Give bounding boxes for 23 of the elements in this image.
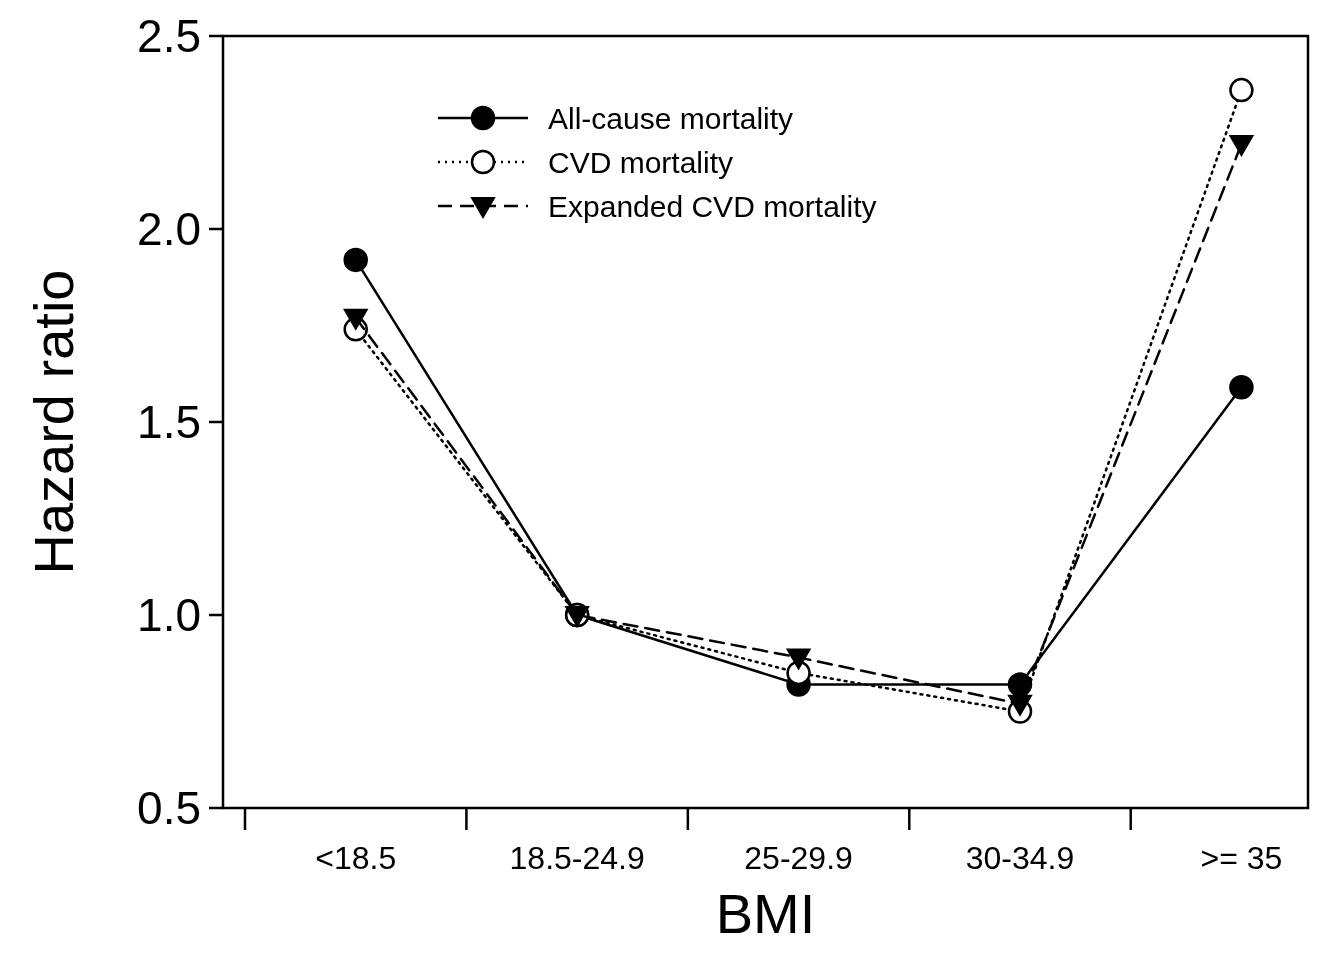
y-axis-title: Hazard ratio bbox=[21, 269, 85, 575]
point bbox=[786, 648, 811, 670]
x-axis-title: BMI bbox=[715, 881, 816, 945]
legend-label: All-cause mortality bbox=[548, 101, 794, 135]
x-tick-label: <18.5 bbox=[315, 840, 397, 876]
x-tick-label: 25-29.9 bbox=[744, 840, 853, 876]
y-tick-label: 0.5 bbox=[137, 782, 201, 834]
point bbox=[1008, 694, 1032, 716]
x-tick-label: 18.5-24.9 bbox=[509, 840, 645, 876]
y-tick-label: 2.5 bbox=[137, 10, 201, 62]
point bbox=[1229, 135, 1254, 157]
y-tick-label: 1.5 bbox=[137, 396, 201, 448]
x-tick-label: >= 35 bbox=[1200, 840, 1283, 876]
legend-label: Expanded CVD mortality bbox=[548, 189, 877, 223]
x-tick-label: 30-34.9 bbox=[965, 840, 1075, 876]
point bbox=[786, 660, 811, 686]
legend-label: CVD mortality bbox=[548, 145, 734, 179]
point bbox=[343, 247, 368, 273]
point bbox=[343, 308, 368, 330]
point bbox=[1229, 77, 1254, 103]
y-tick-label: 1.0 bbox=[137, 589, 201, 641]
point bbox=[1229, 375, 1254, 400]
y-tick-label: 2.0 bbox=[137, 203, 201, 255]
